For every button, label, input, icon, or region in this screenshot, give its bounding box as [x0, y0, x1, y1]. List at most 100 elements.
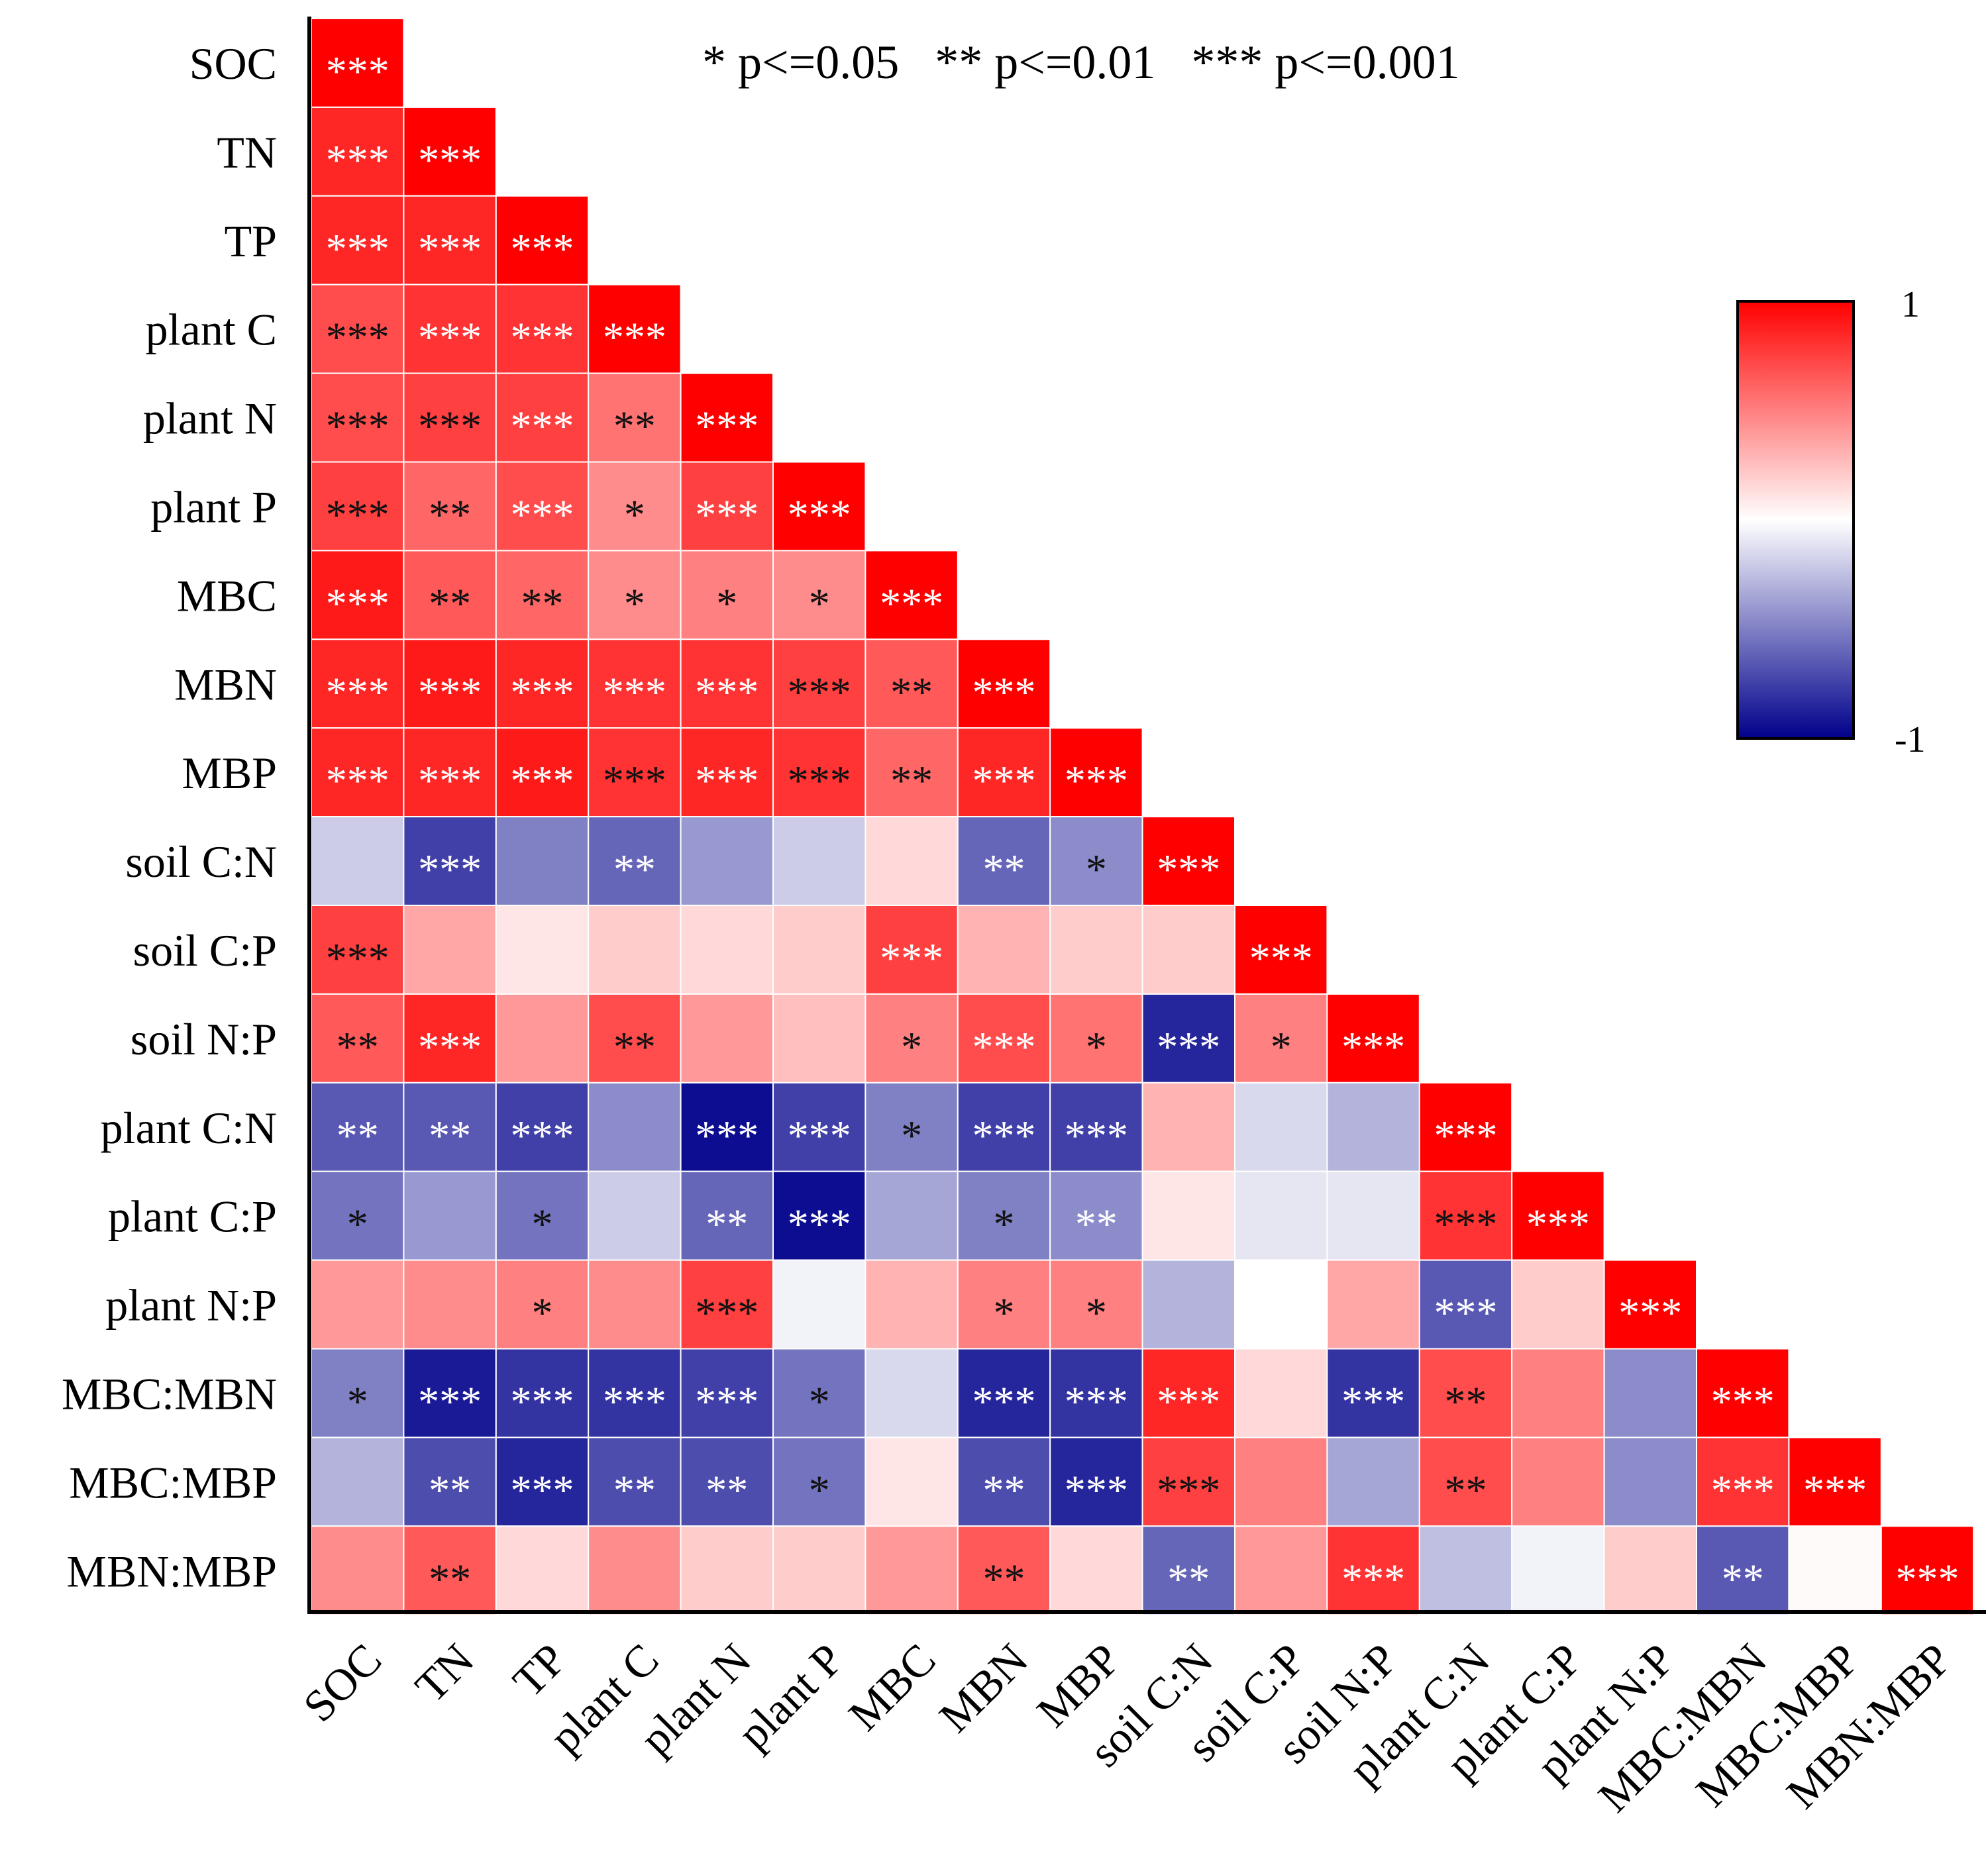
heatmap-cell: [1603, 1348, 1698, 1439]
heatmap-cell: [864, 1082, 959, 1172]
colorbar: 1 -1: [1736, 284, 1926, 760]
heatmap-cell: [495, 1525, 590, 1616]
significance-star: ***: [695, 757, 759, 804]
significance-star: **: [337, 1112, 379, 1159]
heatmap-cell: [1141, 1525, 1235, 1616]
significance-legend: * p<=0.05 ** p<=0.01 *** p<=0.001: [702, 36, 1460, 89]
heatmap-cell: [311, 1259, 405, 1350]
heatmap-cell: [1326, 1348, 1420, 1439]
heatmap-cell: [864, 550, 959, 640]
heatmap-cell: [1418, 1259, 1513, 1350]
heatmap-cell: [588, 550, 682, 640]
heatmap-cell: [1234, 1437, 1328, 1527]
significance-star: **: [429, 1112, 471, 1159]
row-label: MBC: [177, 570, 277, 621]
significance-star: **: [1445, 1378, 1487, 1425]
significance-star: **: [521, 580, 564, 627]
significance-star: **: [337, 1023, 379, 1070]
heatmap-cell: [1141, 1082, 1235, 1172]
heatmap-cell: [311, 106, 405, 197]
significance-star: ***: [326, 136, 390, 183]
heatmap-cell: [1326, 1170, 1420, 1261]
significance-star: *: [809, 1466, 830, 1513]
heatmap-cell: [772, 727, 866, 818]
significance-star: ***: [418, 314, 482, 361]
heatmap-cell: [403, 727, 497, 818]
significance-star: ***: [1157, 1378, 1220, 1425]
heatmap-cell: [311, 195, 405, 285]
significance-star: *: [624, 491, 645, 538]
heatmap-cell: [1603, 1259, 1698, 1350]
heatmap-cell: [680, 816, 774, 906]
heatmap-cell: [495, 1259, 590, 1350]
significance-star: ***: [972, 757, 1036, 804]
heatmap-cell: [311, 1525, 405, 1616]
heatmap-cell: [864, 1525, 959, 1616]
heatmap-cell: [864, 816, 959, 906]
heatmap-cell: [311, 550, 405, 640]
heatmap-cell: [680, 1082, 774, 1172]
significance-star: *: [1086, 1289, 1107, 1337]
significance-star: **: [1167, 1555, 1210, 1602]
significance-star: ***: [418, 1023, 482, 1070]
heatmap-cell: [495, 461, 590, 552]
significance-star: ***: [326, 314, 390, 361]
heatmap-cell: [403, 550, 497, 640]
heatmap-cell: [1511, 1437, 1605, 1527]
significance-star: ***: [1711, 1466, 1775, 1513]
heatmap-cell: [1511, 1525, 1605, 1616]
significance-star: ***: [788, 1201, 851, 1248]
heatmap-cell: [957, 1259, 1051, 1350]
significance-star: ***: [788, 757, 851, 804]
heatmap-cell: [957, 1170, 1051, 1261]
heatmap-cell: [1234, 1259, 1328, 1350]
heatmap-cell: [1326, 1259, 1420, 1350]
heatmap-cell: [1418, 1437, 1513, 1527]
row-label: TN: [217, 127, 277, 177]
heatmap-cell: [864, 1259, 959, 1350]
significance-star: ***: [695, 491, 759, 538]
significance-star: ***: [695, 1289, 759, 1337]
heatmap-cell: [311, 993, 405, 1084]
heatmap-cell: [1511, 1259, 1605, 1350]
significance-star: ***: [1157, 1023, 1220, 1070]
row-label: soil N:P: [131, 1014, 277, 1064]
significance-star: *: [1086, 1023, 1107, 1070]
significance-star: ***: [880, 580, 943, 627]
heatmap-cell: [495, 727, 590, 818]
row-label: plant C:N: [101, 1103, 277, 1153]
row-labels: SOC TN TP plant C plant N plant P MBC MBN MBP soi…: [62, 38, 277, 1596]
significance-star: ***: [1434, 1289, 1498, 1337]
significance-stars: ****** ****** *** ****** *** *** ****** *** *** *…: [326, 48, 1960, 1602]
significance-star: **: [983, 1555, 1025, 1602]
heatmap-cell: [588, 461, 682, 552]
heatmap-cell: [864, 1348, 959, 1439]
heatmap-cell: [772, 993, 866, 1084]
heatmap-cell: [1880, 1525, 1975, 1616]
heatmap-cell: [1418, 1525, 1513, 1616]
heatmap-cell: [1603, 1437, 1698, 1527]
heatmap-cell: [1326, 1437, 1420, 1527]
significance-star: ***: [511, 491, 574, 538]
significance-star: ***: [418, 136, 482, 183]
heatmap-cell: [1049, 1437, 1143, 1527]
heatmap-cell: [1049, 816, 1143, 906]
heatmap-cell: [1141, 1259, 1235, 1350]
significance-star: ***: [1065, 1378, 1128, 1425]
significance-star: ***: [511, 1466, 574, 1513]
heatmap-cell: [772, 905, 866, 995]
heatmap-cell: [1234, 993, 1328, 1084]
heatmap-cell: [957, 638, 1051, 729]
column-label: SOC: [293, 1634, 391, 1731]
significance-star: *: [1271, 1023, 1292, 1070]
significance-star: ***: [788, 668, 851, 715]
significance-star: ***: [326, 225, 390, 272]
significance-star: ***: [511, 1112, 574, 1159]
significance-star: ***: [326, 757, 390, 804]
significance-star: ***: [695, 668, 759, 715]
significance-star: **: [613, 846, 656, 893]
row-label: MBC:MBN: [62, 1368, 277, 1419]
row-label: MBP: [182, 748, 277, 798]
significance-star: ***: [603, 314, 666, 361]
